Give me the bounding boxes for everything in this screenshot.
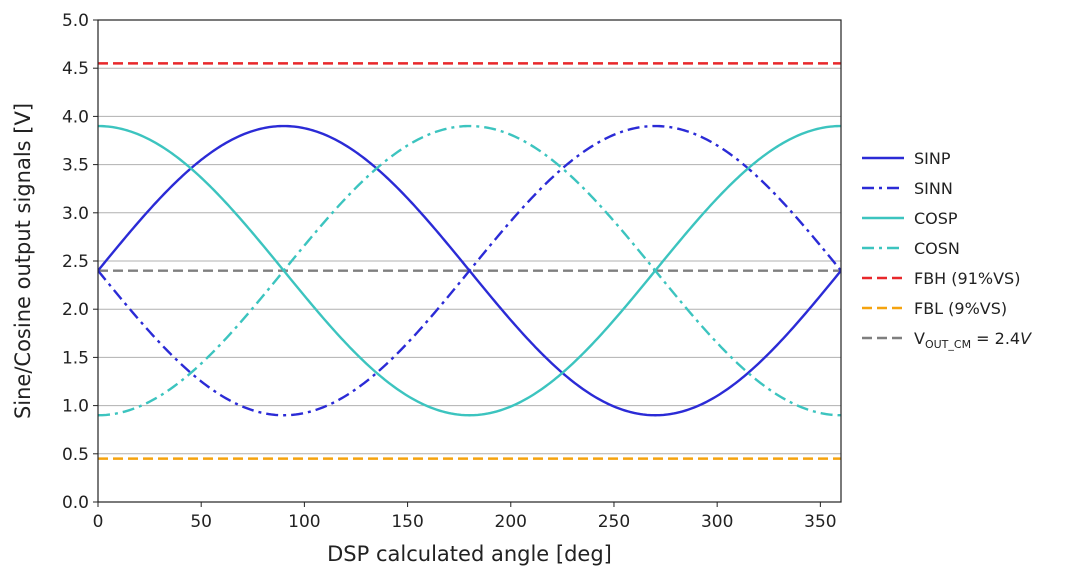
y-tick-label: 3.0 — [62, 204, 89, 224]
legend-label-v-out-cm-2-4v: VOUT_CM = 2.4V — [914, 329, 1032, 351]
x-tick-label: 100 — [288, 512, 320, 532]
series-line-cosn — [98, 124, 841, 417]
legend-label-sinp: SINP — [914, 149, 951, 168]
y-tick-label: 1.0 — [62, 397, 89, 417]
x-axis-label: DSP calculated angle [deg] — [327, 542, 612, 566]
y-tick-label: 1.5 — [62, 348, 89, 368]
legend-label-cosn: COSN — [914, 239, 960, 258]
legend-label-sinn: SINN — [914, 179, 953, 198]
x-tick-label: 50 — [190, 512, 212, 532]
legend-label-fbl-9-vs-: FBL (9%VS) — [914, 299, 1007, 318]
x-tick-label: 300 — [701, 512, 733, 532]
axis-ticks: 0 50 100 150 200 250 300 350 0.0 0.5 1.0 1.5 2.0 2.5 3… — [62, 11, 837, 532]
legend-label-cosp: COSP — [914, 209, 958, 228]
x-tick-label: 200 — [495, 512, 527, 532]
x-tick-label: 250 — [598, 512, 630, 532]
x-tick-label: 350 — [804, 512, 836, 532]
grid — [98, 67, 841, 455]
y-tick-label: 2.0 — [62, 300, 89, 320]
y-tick-label: 3.5 — [62, 156, 89, 176]
y-tick-label: 0.0 — [62, 493, 89, 513]
legend: SINP SINN COSP COSN FBH (91%VS) FBL (9%VS) VOU… — [862, 149, 1032, 351]
y-tick-label: 2.5 — [62, 252, 89, 272]
y-axis-label: Sine/Cosine output signals [V] — [11, 103, 35, 419]
y-tick-label: 4.0 — [62, 107, 89, 127]
y-tick-label: 5.0 — [62, 11, 89, 31]
series-line-cosp — [98, 124, 841, 417]
y-tick-label: 0.5 — [62, 445, 89, 465]
legend-label-fbh-91-vs-: FBH (91%VS) — [914, 269, 1020, 288]
series-line-sinn — [98, 124, 841, 417]
y-tick-label: 4.5 — [62, 59, 89, 79]
x-tick-label: 150 — [391, 512, 423, 532]
plot-series — [98, 62, 841, 460]
x-tick-label: 0 — [93, 512, 104, 532]
